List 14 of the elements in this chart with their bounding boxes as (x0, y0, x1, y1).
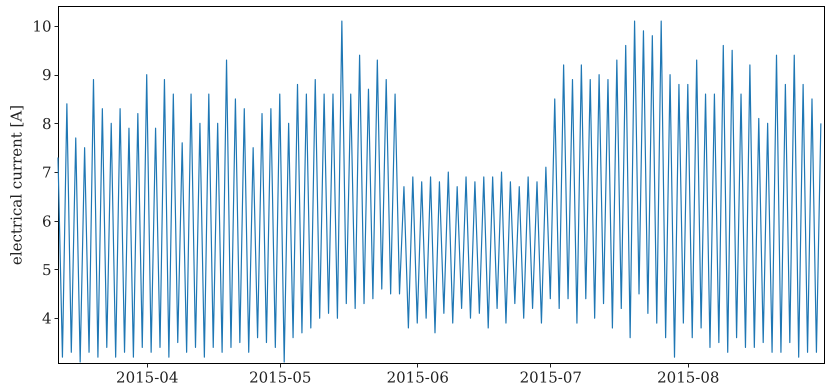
y-tick-label: 7 (42, 164, 52, 182)
y-tick-label: 4 (42, 310, 52, 328)
y-axis-title: electrical current [A] (7, 104, 26, 266)
x-tick-label: 2015-04 (116, 368, 178, 386)
y-tick-label: 8 (42, 114, 52, 133)
y-tick-label: 5 (42, 260, 52, 279)
x-tick-label: 2015-08 (657, 368, 720, 386)
line-series (57, 20, 822, 363)
y-tick-label: 6 (42, 212, 52, 230)
y-tick-label: 9 (42, 66, 52, 84)
x-tick-label: 2015-06 (386, 368, 449, 386)
y-tick-label: 10 (32, 17, 52, 36)
x-tick-label: 2015-05 (249, 368, 312, 386)
x-tick-label: 2015-07 (520, 368, 582, 386)
